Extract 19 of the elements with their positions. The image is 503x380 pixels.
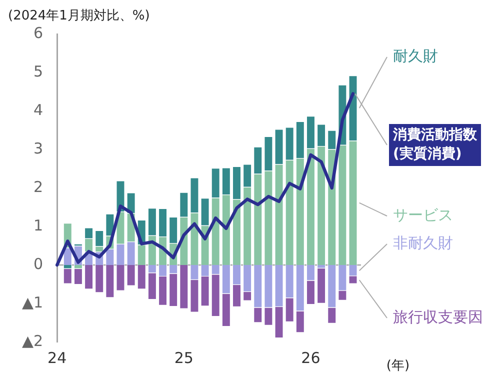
y-tick-label: 1: [34, 216, 44, 234]
y-tick-label: ▲1: [22, 293, 44, 312]
x-tick-label: 25: [174, 348, 194, 367]
y-tick-label: 5: [34, 62, 44, 80]
text: 消費活動指数 (実質消費): [392, 127, 478, 162]
y-tick-label: 3: [34, 139, 44, 158]
x-axis-title: (年): [386, 358, 410, 374]
text: サービス: [393, 206, 453, 224]
y-tick-label: 2: [34, 178, 44, 196]
x-tick-label: 24: [48, 348, 67, 367]
y-tick-label: 4: [34, 100, 44, 119]
text: 旅行収支要因: [393, 308, 483, 326]
x-tick-label: 26: [301, 348, 320, 367]
y-tick-label: ▲2: [22, 332, 44, 350]
text: 非耐久財: [393, 234, 453, 252]
y-axis-title: (2024年1月期対比、%): [8, 7, 150, 24]
y-tick-label: 0: [34, 254, 44, 273]
text: 耐久財: [393, 46, 438, 65]
y-tick-label: 6: [34, 24, 44, 42]
